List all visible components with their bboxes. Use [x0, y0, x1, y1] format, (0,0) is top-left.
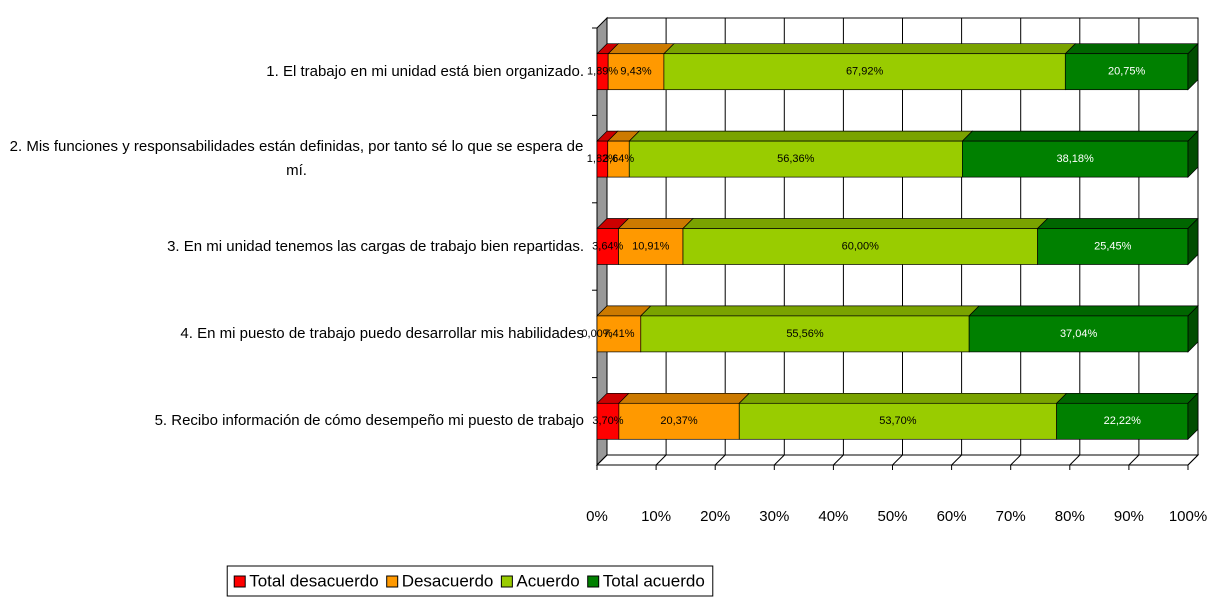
- data-label: 7,41%: [603, 328, 634, 340]
- data-label: 38,18%: [1057, 153, 1095, 165]
- data-label: 20,75%: [1108, 66, 1146, 78]
- grid-line-floor: [655, 454, 667, 466]
- legend-label: Desacuerdo: [402, 571, 494, 590]
- x-tick-label: 30%: [759, 508, 789, 525]
- bar-top: [682, 218, 1049, 229]
- x-tick-label: 10%: [641, 508, 671, 525]
- bar-side: [1187, 130, 1199, 178]
- data-label: 56,36%: [777, 153, 815, 165]
- y-tick-label: 2. Mis funciones y responsabilidades est…: [9, 138, 584, 180]
- bar-side: [1187, 305, 1199, 353]
- grid-line-floor: [1069, 454, 1081, 466]
- data-label: 10,91%: [632, 240, 670, 252]
- x-tick-label: 90%: [1114, 508, 1144, 525]
- data-label: 53,70%: [879, 415, 917, 427]
- bar: [596, 315, 642, 353]
- bar: [968, 315, 1189, 353]
- bar: [663, 53, 1066, 91]
- data-label: 0,00%: [581, 328, 612, 340]
- bar-top: [628, 130, 974, 142]
- y-tick-label: 5. Recibo información de cómo desempeño …: [154, 412, 584, 430]
- bar-top: [738, 392, 1068, 404]
- bar-top: [607, 43, 675, 55]
- bar-top: [1055, 392, 1199, 404]
- data-label: 1,89%: [587, 66, 618, 78]
- bar: [1037, 228, 1189, 265]
- bar: [607, 53, 665, 91]
- data-label: 67,92%: [846, 66, 884, 78]
- legend-swatch: [386, 575, 399, 588]
- grid-line-floor: [1128, 454, 1140, 466]
- legend-swatch: [233, 575, 246, 588]
- data-label: 25,45%: [1094, 240, 1132, 252]
- x-tick-label: 0%: [586, 508, 608, 525]
- data-label: 3,64%: [603, 153, 634, 165]
- bar-top: [1064, 43, 1199, 55]
- bar: [618, 228, 684, 265]
- grid-line-floor: [892, 454, 903, 466]
- bar-top: [961, 130, 1199, 142]
- x-tick-label: 40%: [818, 508, 848, 525]
- bar: [962, 140, 1189, 178]
- bar-top: [663, 43, 1077, 55]
- y-tick-label: 1. El trabajo en mi unidad está bien org…: [266, 62, 584, 80]
- x-tick-label: 100%: [1169, 508, 1207, 525]
- bar: [682, 228, 1038, 265]
- bar-top: [618, 392, 751, 404]
- data-label: 60,00%: [842, 240, 880, 252]
- grid-line-floor: [714, 454, 726, 466]
- grid-line-floor: [596, 454, 608, 466]
- bar-side: [1187, 42, 1199, 91]
- bar-side: [1187, 217, 1199, 266]
- bar: [738, 402, 1057, 440]
- legend-label: Total desacuerdo: [249, 571, 378, 590]
- data-label: 55,56%: [786, 328, 824, 340]
- grid-line-floor: [773, 454, 785, 466]
- x-tick-label: 60%: [937, 508, 967, 525]
- data-label: 1,82%: [587, 153, 618, 165]
- x-tick-label: 50%: [877, 508, 907, 525]
- x-tick-label: 20%: [700, 508, 730, 525]
- data-label: 20,37%: [660, 415, 698, 427]
- legend-label: Acuerdo: [516, 571, 579, 590]
- x-tick-label: 70%: [996, 508, 1026, 525]
- data-label: 3,64%: [592, 240, 623, 252]
- legend-box: [226, 565, 714, 597]
- grid-line-floor: [1010, 454, 1022, 466]
- bar: [618, 402, 740, 440]
- bar: [1064, 53, 1189, 91]
- bar-top: [617, 218, 694, 229]
- data-label: 9,43%: [620, 66, 651, 78]
- bar: [1056, 402, 1189, 440]
- bar-side: [1187, 392, 1199, 441]
- y-tick-label: 4. En mi puesto de trabajo puedo desarro…: [180, 324, 584, 342]
- x-tick-label: 80%: [1055, 508, 1085, 525]
- data-label: 3,70%: [592, 415, 623, 427]
- bar: [628, 140, 963, 178]
- legend-label: Total acuerdo: [603, 571, 705, 590]
- bar: [640, 315, 970, 353]
- grid-line-floor: [1187, 454, 1199, 466]
- legend-swatch: [587, 575, 600, 588]
- bar-top: [1036, 218, 1199, 229]
- grid-line-floor: [951, 454, 962, 466]
- legend-swatch: [500, 575, 513, 588]
- bar-top: [968, 305, 1199, 317]
- data-label: 22,22%: [1104, 415, 1142, 427]
- grid-line-floor: [833, 454, 844, 466]
- bar-top: [639, 305, 980, 317]
- data-label: 37,04%: [1060, 328, 1098, 340]
- y-tick-label: 3. En mi unidad tenemos las cargas de tr…: [167, 237, 584, 255]
